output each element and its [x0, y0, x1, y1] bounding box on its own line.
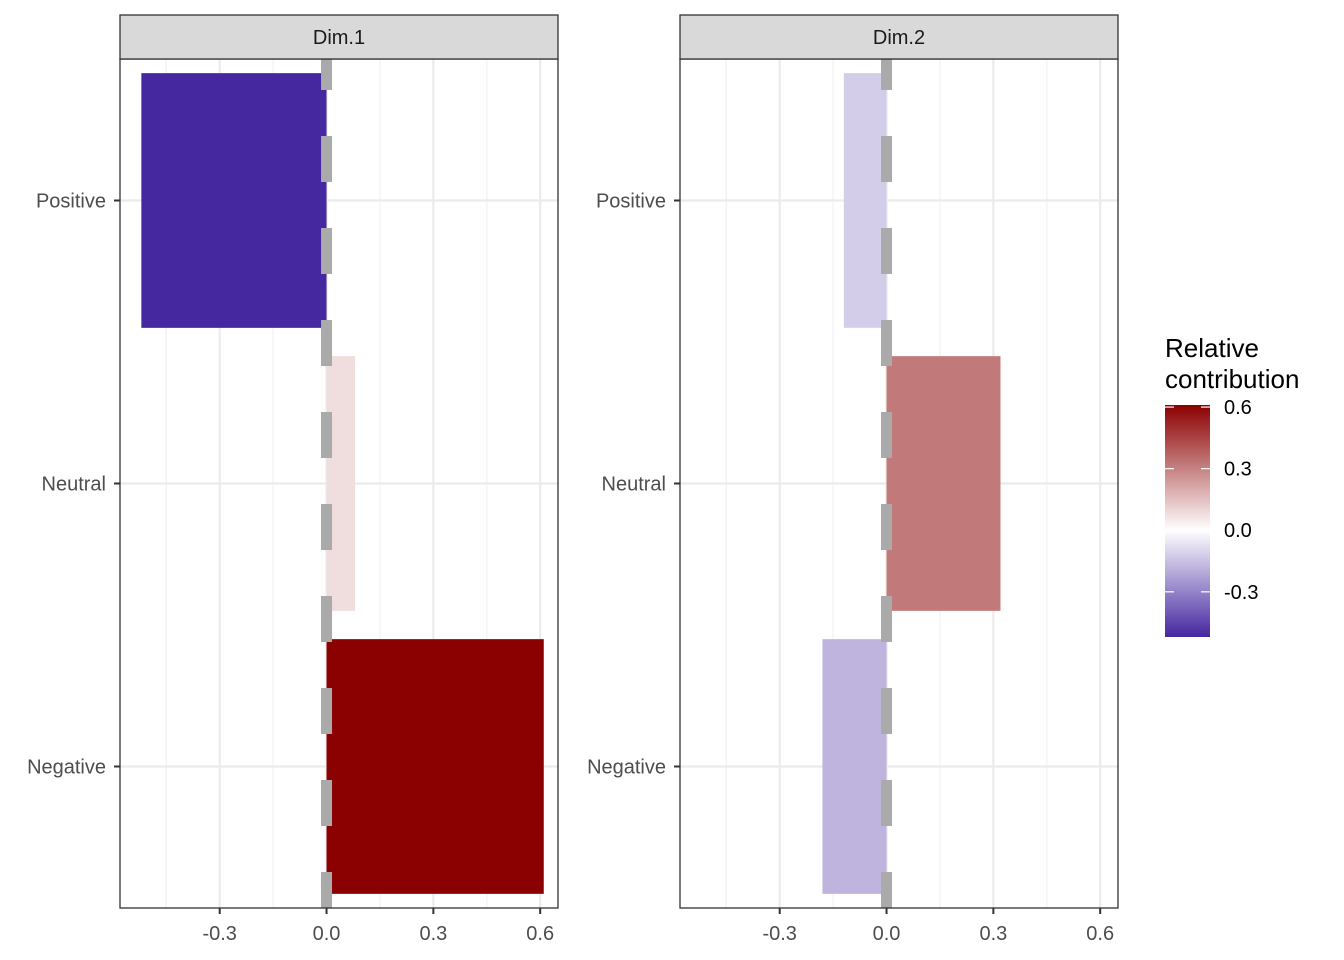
y-tick-label: Positive: [596, 191, 666, 213]
facet-panel-1: Dim.1 Positive Neutral Negative -0.3 0.0 0.3 0.…: [27, 14, 559, 945]
bar-positive: [843, 73, 887, 328]
x-tick-label: -0.3: [762, 923, 796, 945]
facet-strip: [119, 14, 559, 60]
x-tick-label: 0.6: [1086, 923, 1114, 945]
legend-tick-label: -0.3: [1224, 582, 1258, 604]
x-tick-label: 0.6: [526, 923, 554, 945]
legend-title: contribution: [1165, 364, 1299, 394]
y-tick-label: Positive: [36, 191, 106, 213]
bar-negative: [822, 639, 887, 894]
y-tick-label: Negative: [27, 757, 106, 779]
y-tick-label: Neutral: [42, 474, 106, 496]
legend-title: Relative: [1165, 333, 1259, 363]
legend-tick-label: 0.0: [1224, 520, 1252, 542]
x-tick-label: 0.0: [873, 923, 901, 945]
legend-tick-label: 0.6: [1224, 397, 1252, 419]
x-tick-label: 0.0: [313, 923, 341, 945]
bar-neutral: [886, 356, 1001, 611]
bar-positive: [141, 73, 327, 328]
legend-tick-label: 0.3: [1224, 459, 1252, 481]
x-tick-label: 0.3: [979, 923, 1007, 945]
y-tick-label: Negative: [587, 757, 666, 779]
legend-colorbar: [1165, 405, 1210, 637]
facet-strip: [679, 14, 1119, 60]
bar-negative: [326, 639, 544, 894]
y-tick-label: Neutral: [602, 474, 666, 496]
x-tick-label: 0.3: [419, 923, 447, 945]
facet-strip-label: Dim.1: [313, 27, 365, 49]
facet-panel-2: Dim.2 Positive Neutral Negative -0.3 0.0 0.3 0.…: [587, 14, 1119, 945]
bar-neutral: [326, 356, 356, 611]
facet-strip-label: Dim.2: [873, 27, 925, 49]
x-tick-label: -0.3: [202, 923, 236, 945]
